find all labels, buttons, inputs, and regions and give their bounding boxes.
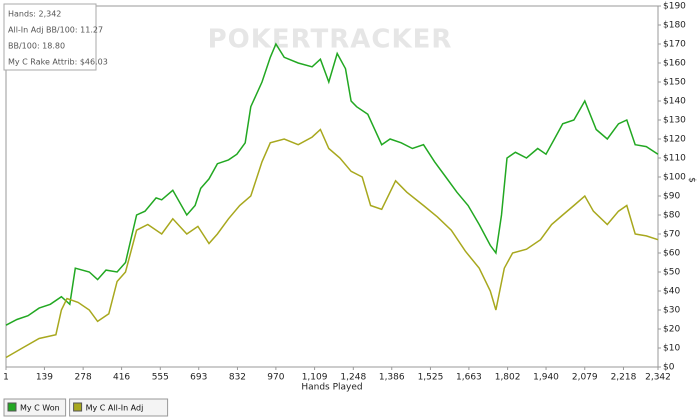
y-tick-label: $60 xyxy=(663,249,680,259)
legend-frame xyxy=(69,398,169,417)
x-tick-label: 970 xyxy=(267,373,284,383)
legend-swatch xyxy=(73,402,83,412)
x-tick-label: 1,940 xyxy=(533,373,559,383)
x-tick-label: 278 xyxy=(75,373,92,383)
x-tick-label: 555 xyxy=(152,373,169,383)
info-line: My C Rake Attrib: $46.03 xyxy=(8,58,108,67)
watermark: POKERTRACKER xyxy=(208,25,453,55)
y-tick-label: $10 xyxy=(663,344,680,354)
x-tick-label: 2,218 xyxy=(611,373,637,383)
y-tick-label: $70 xyxy=(663,230,680,240)
legend-label: My C All-In Adj xyxy=(86,404,144,413)
x-tick-label: 139 xyxy=(36,373,53,383)
x-tick-label: 1,802 xyxy=(495,373,521,383)
y-tick-label: $180 xyxy=(663,21,686,31)
x-tick-label: 2,079 xyxy=(572,373,598,383)
x-tick-label: 416 xyxy=(113,373,130,383)
y-tick-label: $170 xyxy=(663,40,686,50)
x-tick-label: 2,342 xyxy=(645,373,671,383)
x-tick-label: 832 xyxy=(229,373,246,383)
x-tick-label: 1,386 xyxy=(379,373,405,383)
y-tick-label: $130 xyxy=(663,116,686,126)
x-tick-label: 1,248 xyxy=(340,373,366,383)
series-line xyxy=(5,42,659,326)
info-line: All-In Adj BB/100: 11.27 xyxy=(8,26,103,35)
y-tick-label: $150 xyxy=(663,78,686,88)
y-tick-label: $190 xyxy=(663,2,686,12)
y-tick-label: $80 xyxy=(663,211,680,221)
info-box: Hands: 2,342 All-In Adj BB/100: 11.27 BB… xyxy=(3,3,108,71)
legend-item[interactable]: My C Won xyxy=(3,398,67,417)
y-tick-label: $0 xyxy=(663,363,675,373)
info-line: Hands: 2,342 xyxy=(8,10,61,19)
legend-swatch xyxy=(7,402,17,412)
y-tick-label: $120 xyxy=(663,135,686,145)
y-tick-label: $40 xyxy=(663,287,680,297)
info-line: BB/100: 18.80 xyxy=(8,42,65,51)
y-tick-label: $110 xyxy=(663,154,686,164)
x-tick-label: 693 xyxy=(190,373,207,383)
info-frame xyxy=(3,3,97,71)
y-tick-label: $50 xyxy=(663,268,680,278)
y-axis-label: $ xyxy=(687,177,697,183)
x-tick-label: 1 xyxy=(3,373,9,383)
x-tick-label: 1,663 xyxy=(456,373,482,383)
series-line xyxy=(5,128,659,359)
y-tick-label: $90 xyxy=(663,192,680,202)
y-tick-label: $100 xyxy=(663,173,686,183)
legend-item[interactable]: My C All-In Adj xyxy=(69,398,169,417)
x-tick-label: 1,109 xyxy=(302,373,328,383)
plot-frame xyxy=(5,5,659,368)
legend-label: My C Won xyxy=(20,404,60,413)
x-tick-label: 1,525 xyxy=(418,373,444,383)
legend-frame xyxy=(3,398,67,417)
y-tick-label: $30 xyxy=(663,306,680,316)
y-tick-label: $160 xyxy=(663,59,686,69)
y-tick-label: $140 xyxy=(663,97,686,107)
y-tick-label: $20 xyxy=(663,325,680,335)
x-axis-label: Hands Played xyxy=(301,383,362,393)
